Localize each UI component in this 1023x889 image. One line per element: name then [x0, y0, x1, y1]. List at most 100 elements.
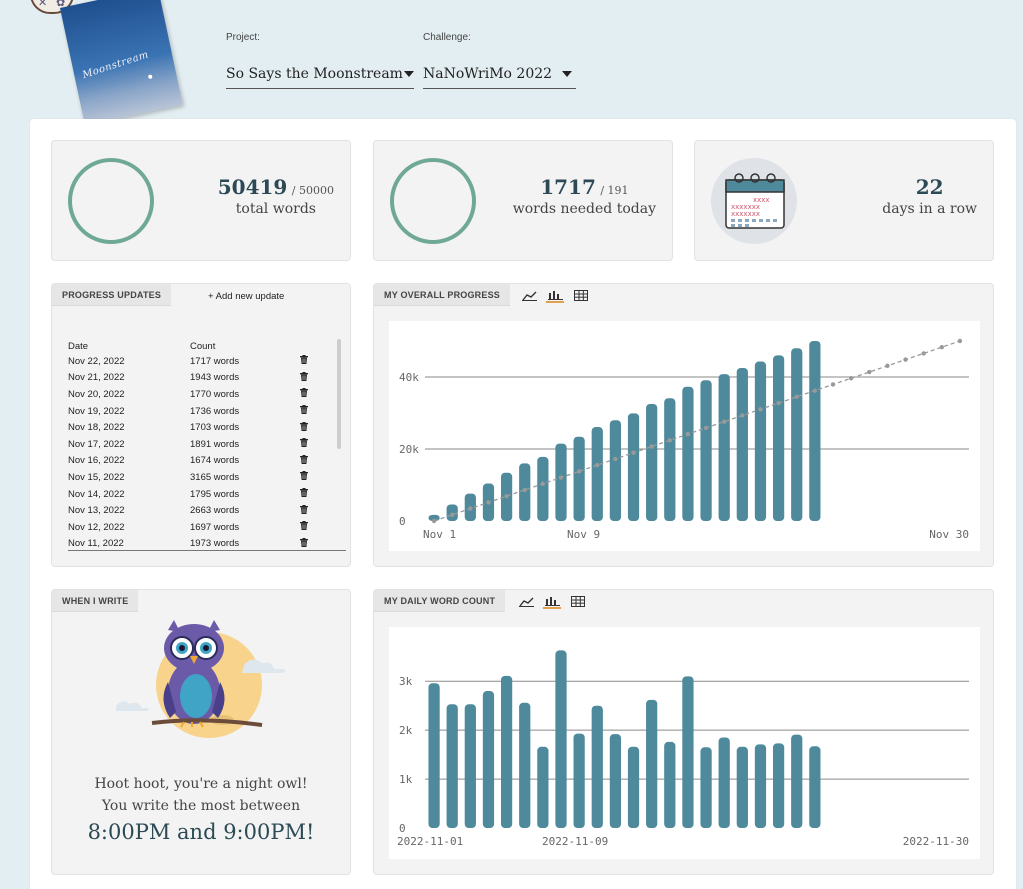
daily-word-count-svg: 0 1k 2k 3k 2022-11-01 2022-11-09 2022-11-30 — [397, 650, 969, 848]
goal-point — [885, 363, 890, 369]
trash-icon[interactable] — [300, 421, 320, 434]
scrollbar[interactable] — [337, 339, 341, 449]
progress-ring — [68, 158, 154, 244]
goal-point — [794, 394, 799, 400]
bar — [736, 368, 748, 521]
y-tick-label: 1k — [399, 773, 413, 786]
goal-point — [504, 493, 509, 499]
table-view-icon[interactable] — [572, 288, 590, 303]
bar — [573, 436, 585, 521]
update-count: 1674 words — [190, 455, 240, 467]
overall-progress-card: MY OVERALL PROGRESS 0 20k 40k Nov 1 Nov 9 Nov… — [373, 283, 994, 567]
bar — [664, 398, 676, 521]
table-row: Nov 13, 2022 2663 words — [68, 502, 344, 519]
bar — [519, 463, 531, 521]
streak-value: 22 — [915, 175, 944, 199]
bar — [537, 456, 549, 521]
update-count: 1770 words — [190, 388, 240, 400]
table-row: Nov 16, 2022 1674 words — [68, 453, 344, 470]
line-chart-icon[interactable] — [517, 594, 535, 609]
trash-icon[interactable] — [300, 488, 320, 500]
bar — [754, 361, 767, 521]
book-cover[interactable]: Moonstream — [60, 0, 183, 126]
trash-icon[interactable] — [300, 537, 320, 550]
update-count: 1795 words — [190, 488, 240, 500]
bar — [500, 675, 513, 828]
challenge-value: NaNoWriMo 2022 — [423, 65, 553, 82]
night-owl-hours: 8:00PM and 9:00PM! — [87, 820, 315, 844]
goal-point — [486, 500, 491, 505]
goal-point — [867, 369, 872, 375]
update-count: 1697 words — [190, 521, 240, 533]
bar — [464, 704, 476, 828]
dashboard-panel: 50419 / 50000 total words 1717 / 191 wor… — [30, 119, 1016, 889]
goal-point — [522, 487, 527, 493]
goal-point — [703, 425, 709, 431]
goal-point — [848, 376, 854, 381]
bar — [591, 427, 603, 521]
streak-card: xxxx xxxxxxx xxxxxxx 22 days in a row — [694, 140, 994, 261]
bar-chart-icon[interactable] — [546, 288, 564, 303]
goal-point — [921, 351, 926, 356]
bar-chart-icon[interactable] — [543, 594, 561, 609]
table-row: Nov 14, 2022 1795 words — [68, 486, 344, 503]
trash-icon[interactable] — [300, 405, 320, 417]
bar — [646, 404, 658, 521]
project-label: Project: — [226, 32, 260, 43]
update-date: Nov 11, 2022 — [68, 538, 124, 550]
table-view-icon[interactable] — [569, 594, 587, 609]
bar — [754, 744, 767, 828]
svg-text:xxxxxxx: xxxxxxx — [731, 210, 760, 218]
bar — [718, 374, 730, 521]
goal-point — [667, 438, 672, 443]
goal-point — [957, 338, 963, 344]
progress-updates-card: PROGRESS UPDATES + Add new update Date C… — [51, 283, 351, 567]
bar — [573, 733, 585, 828]
table-row: Nov 19, 2022 1736 words — [68, 403, 344, 420]
table-row: Nov 12, 2022 1697 words — [68, 519, 344, 536]
words-today-card: 1717 / 191 words needed today — [373, 140, 673, 261]
update-count: 3165 words — [190, 471, 240, 483]
trash-icon[interactable] — [300, 454, 320, 467]
trash-icon[interactable] — [300, 471, 320, 483]
trash-icon[interactable] — [300, 504, 320, 517]
chevron-down-icon — [404, 70, 414, 77]
overall-progress-chart: 0 20k 40k Nov 1 Nov 9 Nov 30 — [389, 321, 980, 551]
update-date: Nov 14, 2022 — [68, 488, 125, 500]
update-date: Nov 20, 2022 — [68, 388, 125, 400]
trash-icon[interactable] — [300, 438, 320, 450]
bar — [700, 380, 712, 521]
add-update-button[interactable]: + Add new update — [208, 291, 285, 302]
y-tick-label: 40k — [399, 371, 419, 384]
trash-icon[interactable] — [300, 371, 320, 384]
project-select[interactable]: So Says the Moonstream — [226, 59, 414, 89]
bar — [537, 746, 549, 828]
bar — [791, 734, 803, 828]
progress-ring — [390, 158, 476, 244]
challenge-select[interactable]: NaNoWriMo 2022 — [423, 59, 576, 89]
progress-updates-title: PROGRESS UPDATES — [52, 284, 172, 306]
goal-point — [776, 400, 781, 406]
goal-point — [903, 357, 908, 362]
update-count: 1717 words — [190, 355, 240, 367]
bar — [736, 746, 748, 828]
svg-text:xxxx: xxxx — [753, 196, 770, 204]
bar — [627, 413, 640, 521]
goal-point — [722, 419, 727, 424]
table-divider — [68, 550, 346, 551]
table-row: Nov 20, 2022 1770 words — [68, 386, 344, 403]
line-chart-icon[interactable] — [520, 288, 538, 303]
trash-icon[interactable] — [300, 355, 320, 367]
bar — [700, 747, 712, 828]
total-words-card: 50419 / 50000 total words — [51, 140, 351, 261]
challenge-label: Challenge: — [423, 32, 471, 43]
col-date-header: Date — [68, 340, 89, 352]
total-words-label: total words — [235, 201, 316, 217]
bar — [682, 386, 694, 521]
trash-icon[interactable] — [300, 521, 320, 533]
trash-icon[interactable] — [300, 388, 320, 400]
goal-line — [433, 340, 961, 522]
daily-word-count-chart: 0 1k 2k 3k 2022-11-01 2022-11-09 2022-11-30 — [389, 627, 980, 859]
goal-point — [758, 407, 763, 412]
table-row: Nov 22, 2022 1717 words — [68, 353, 344, 370]
